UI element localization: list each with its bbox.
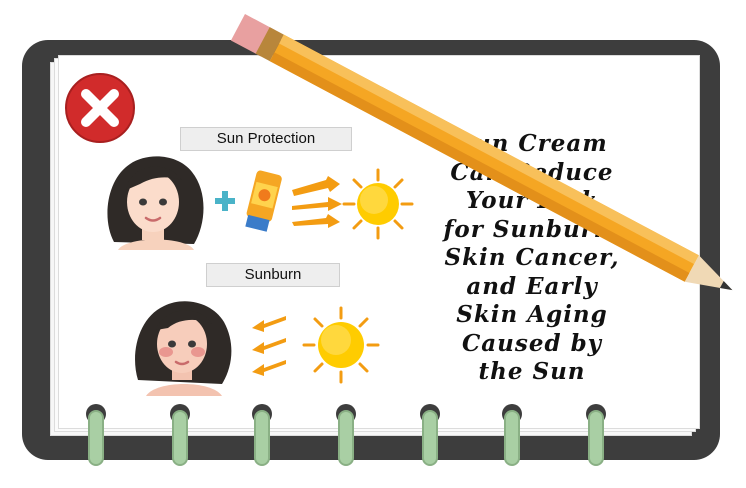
plus-icon [215, 191, 235, 211]
arrow-icon [292, 176, 342, 228]
pencil-icon [230, 14, 733, 291]
binder-ring [588, 410, 604, 466]
woman-face-protected [107, 156, 204, 250]
headline-line: and Early [466, 272, 598, 300]
binder-ring [254, 410, 270, 466]
sun-icon [342, 168, 414, 240]
headline-line: Skin Cancer, [444, 244, 620, 271]
headline-line: Caused by [461, 329, 603, 357]
headline-line: the Sun [478, 358, 586, 385]
arrow-icon [252, 316, 286, 376]
binder-ring [504, 410, 520, 466]
binder-ring [88, 410, 104, 466]
close-icon [65, 73, 135, 143]
sunscreen-tube-icon [245, 170, 282, 232]
headline-line: Skin Aging [456, 301, 608, 328]
binder-ring [422, 410, 438, 466]
sun-protection-label: Sun Protection [180, 127, 352, 151]
woman-face-sunburn [135, 301, 232, 396]
sunburn-label: Sunburn [206, 263, 340, 287]
binder-ring [172, 410, 188, 466]
binder-ring [338, 410, 354, 466]
sun-icon [302, 306, 380, 384]
